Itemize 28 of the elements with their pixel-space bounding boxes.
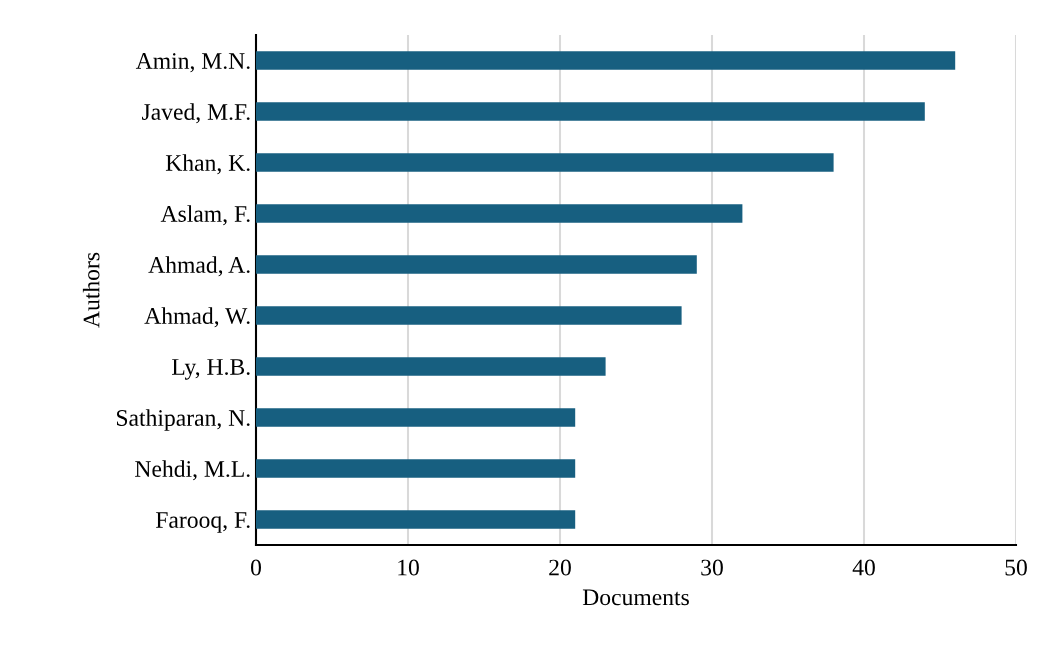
x-tick-label: 30 [701,559,723,576]
x-tick-label: 10 [398,559,419,576]
y-tick-label: Javed, M.F. [142,103,250,124]
y-tick-label: Sathiparan, N. [116,409,250,431]
bar [256,51,956,70]
y-tick-label: Ly, H.B. [172,359,250,380]
y-tick-label: Nehdi, M.L. [135,460,250,481]
bar [256,153,834,172]
bar [256,306,682,325]
bar [256,357,606,376]
bar [256,459,576,478]
bar [256,102,925,121]
y-tick-label: Ahmad, W. [144,307,250,328]
bar [256,204,743,223]
y-tick-label: Farooq, F. [155,512,250,533]
bar [256,408,576,427]
y-tick-label: Ahmad, A. [148,256,250,277]
y-axis-title: Authors [82,252,100,328]
y-tick-label: Aslam, F. [160,205,250,226]
x-tick-label: 20 [549,559,571,576]
y-tick-label: Amin, M.N. [135,53,250,73]
bar [256,255,697,274]
x-axis-title: Documents [582,589,689,606]
x-tick-label: 0 [251,559,261,576]
bar [256,510,576,529]
x-tick-label: 40 [852,559,875,576]
y-tick-label: Khan, K. [165,154,250,175]
x-tick-label: 50 [1005,559,1027,576]
